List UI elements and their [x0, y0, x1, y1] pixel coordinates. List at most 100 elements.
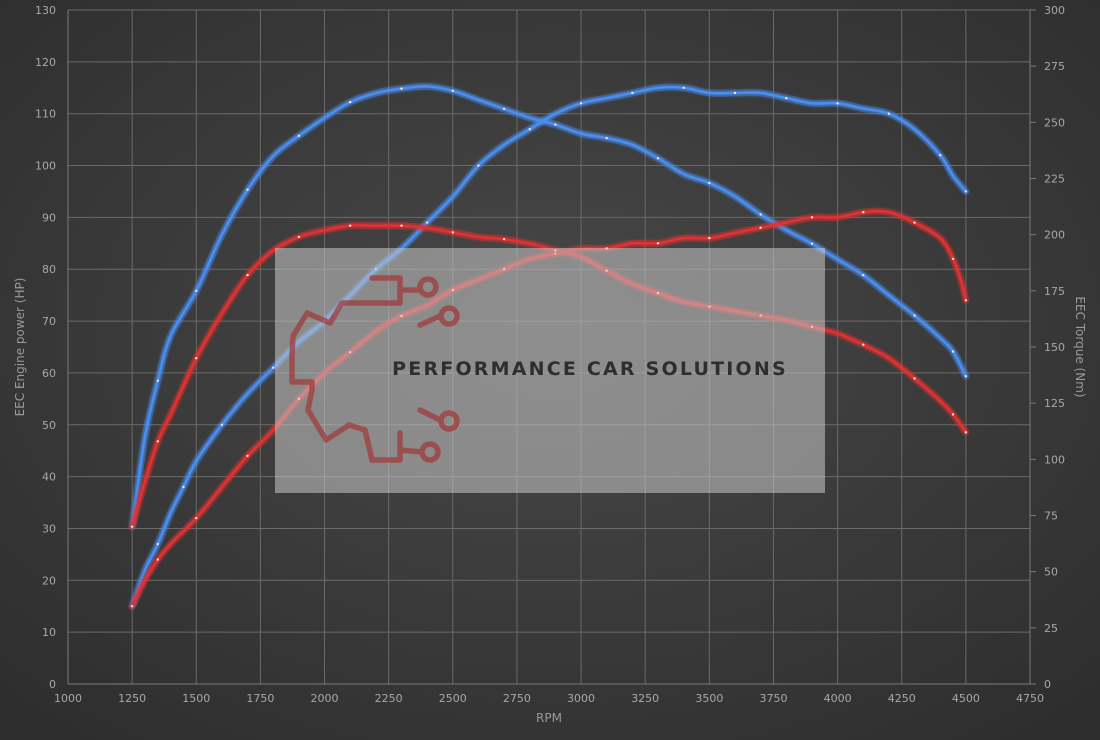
y-left-tick-label: 110: [35, 108, 56, 121]
data-point: [246, 188, 249, 191]
y-left-tick-label: 50: [42, 419, 56, 432]
data-point: [862, 343, 865, 346]
y-right-tick-label: 275: [1044, 60, 1065, 73]
data-point: [759, 213, 762, 216]
y-right-tick-label: 175: [1044, 285, 1065, 298]
x-tick-label: 4500: [952, 692, 980, 705]
data-point: [939, 153, 942, 157]
x-axis-title: RPM: [536, 711, 562, 725]
data-point: [682, 86, 685, 89]
x-tick-label: 1750: [246, 692, 274, 705]
data-point: [836, 102, 839, 105]
data-point: [195, 289, 198, 293]
series-line: [130, 224, 968, 529]
data-point: [605, 136, 608, 140]
series-2: [128, 82, 970, 531]
data-point: [130, 525, 134, 528]
data-point: [130, 605, 134, 608]
y-left-tick-label: 90: [42, 211, 56, 224]
data-point: [951, 257, 955, 261]
x-tick-label: 2250: [375, 692, 403, 705]
data-point: [348, 100, 352, 104]
data-point: [272, 366, 275, 369]
data-point: [400, 87, 403, 90]
x-tick-label: 4250: [888, 692, 916, 705]
data-point: [964, 375, 968, 378]
y-left-tick-label: 30: [42, 522, 56, 535]
data-point: [451, 231, 454, 234]
data-point: [156, 379, 159, 382]
data-point: [528, 128, 531, 131]
data-point: [195, 516, 198, 520]
data-point: [862, 273, 865, 277]
y-left-tick-label: 100: [35, 160, 56, 173]
y-right-tick-label: 300: [1044, 4, 1065, 17]
y-right-axis-title: EEC Torque (Nm): [1073, 296, 1087, 397]
data-point: [887, 112, 891, 115]
data-point: [182, 485, 185, 489]
x-tick-label: 4000: [824, 692, 852, 705]
data-point: [913, 221, 916, 224]
x-tick-label: 2000: [311, 692, 339, 705]
data-point: [156, 542, 159, 546]
y-right-tick-label: 125: [1044, 397, 1065, 410]
watermark-panel: [275, 248, 825, 493]
y-right-tick-label: 200: [1044, 229, 1065, 242]
data-point: [156, 440, 159, 443]
data-point: [246, 273, 249, 277]
data-point: [220, 423, 224, 426]
data-point: [964, 299, 968, 302]
watermark: PERFORMANCE CAR SOLUTIONS: [275, 248, 825, 493]
x-tick-label: 1000: [54, 692, 82, 705]
data-point: [656, 157, 660, 160]
y-right-tick-label: 100: [1044, 453, 1065, 466]
data-point: [297, 235, 301, 239]
y-right-tick-label: 250: [1044, 116, 1065, 129]
data-point: [554, 123, 557, 126]
y-right-tick-label: 225: [1044, 173, 1065, 186]
data-point: [708, 236, 711, 240]
y-left-tick-label: 60: [42, 367, 56, 380]
data-point: [862, 211, 865, 214]
data-point: [502, 107, 506, 111]
series-group: [128, 82, 970, 610]
y-left-tick-label: 20: [42, 574, 56, 587]
x-tick-label: 3250: [631, 692, 659, 705]
data-point: [425, 221, 429, 224]
data-point: [451, 89, 454, 93]
y-right-tick-label: 50: [1044, 566, 1058, 579]
data-point: [759, 226, 762, 229]
y-left-tick-label: 0: [49, 678, 56, 691]
x-tick-label: 1250: [118, 692, 146, 705]
x-tick-label: 3750: [759, 692, 787, 705]
series-line: [130, 85, 968, 529]
y-left-tick-label: 80: [42, 263, 56, 276]
watermark-text: PERFORMANCE CAR SOLUTIONS: [392, 358, 788, 380]
y-right-tick-label: 25: [1044, 622, 1058, 635]
data-point: [785, 96, 788, 100]
axes: 1000 1250 1500 1750 2000 2250 2500 2750 3000 3250…: [13, 4, 1087, 725]
data-point: [733, 91, 737, 95]
data-point: [631, 91, 634, 95]
data-point: [579, 102, 583, 105]
data-point: [297, 134, 301, 138]
y-left-tick-label: 120: [35, 56, 56, 69]
gear-logo-icon: [289, 275, 460, 463]
x-tick-label: 2750: [503, 692, 531, 705]
y-right-tick-label: 0: [1044, 678, 1051, 691]
data-point: [656, 242, 660, 245]
data-point: [810, 216, 814, 219]
y-left-tick-label: 130: [35, 4, 56, 17]
y-left-tick-label: 70: [42, 315, 56, 328]
data-point: [964, 431, 968, 434]
data-point: [951, 350, 955, 353]
y-right-tick-label: 150: [1044, 341, 1065, 354]
series-1: [128, 83, 970, 610]
data-point: [156, 558, 159, 561]
data-point: [913, 314, 916, 317]
data-point: [913, 377, 916, 380]
data-point: [348, 224, 352, 227]
y-left-tick-label: 10: [42, 626, 56, 639]
